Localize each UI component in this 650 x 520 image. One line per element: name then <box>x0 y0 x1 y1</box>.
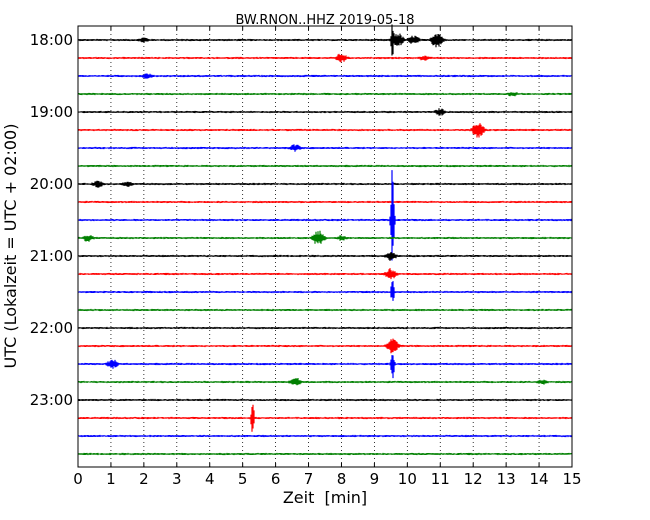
x-tick-label: 0 <box>73 470 83 488</box>
x-tick-label: 4 <box>205 470 215 488</box>
y-tick-label: 21:00 <box>30 247 73 265</box>
trace-line <box>78 452 572 456</box>
trace-line <box>78 378 572 386</box>
y-tick-label: 18:00 <box>30 31 73 49</box>
y-tick-label: 23:00 <box>30 391 73 409</box>
trace-line <box>78 73 572 79</box>
x-axis-label: Zeit [min] <box>283 488 367 507</box>
y-axis: 18:00 19:00 20:00 21:00 22:00 23:00 <box>30 31 572 409</box>
x-tick-label: 1 <box>106 470 116 488</box>
x-tick-label: 6 <box>271 470 281 488</box>
trace-line <box>78 434 572 438</box>
y-tick-label: 19:00 <box>30 103 73 121</box>
trace-line <box>78 180 572 188</box>
trace-line <box>78 338 572 354</box>
x-tick-label: 2 <box>139 470 149 488</box>
trace-line <box>78 123 572 138</box>
x-tick-label: 5 <box>238 470 248 488</box>
plot-frame <box>77 25 573 468</box>
x-tick-label: 3 <box>172 470 182 488</box>
grid <box>110 26 540 467</box>
x-tick-label: 14 <box>530 470 549 488</box>
y-tick-label: 20:00 <box>30 175 73 193</box>
traces <box>78 24 572 456</box>
trace-line <box>78 230 572 244</box>
x-tick-label: 15 <box>562 470 581 488</box>
x-tick-label: 12 <box>464 470 483 488</box>
trace-line <box>78 144 572 152</box>
x-tick-label: 10 <box>398 470 417 488</box>
trace-line <box>78 24 572 56</box>
trace-line <box>78 53 572 63</box>
x-tick-label: 11 <box>431 470 450 488</box>
trace-line <box>78 268 572 280</box>
x-tick-label: 8 <box>337 470 347 488</box>
trace-line <box>78 355 572 379</box>
trace-line <box>78 92 572 97</box>
trace-line <box>78 108 572 116</box>
x-tick-label: 7 <box>304 470 314 488</box>
trace-line <box>78 200 572 204</box>
trace-line <box>78 164 572 168</box>
trace-line <box>78 398 572 402</box>
x-axis: 0 1 2 3 4 5 6 7 8 9 10 11 12 13 14 15 <box>73 26 582 488</box>
x-tick-label: 13 <box>497 470 516 488</box>
trace-line <box>78 404 572 432</box>
x-tick-label: 9 <box>370 470 380 488</box>
y-axis-label: UTC (Lokalzeit = UTC + 02:00) <box>1 124 20 369</box>
trace-line <box>78 281 572 301</box>
trace-line <box>78 308 572 312</box>
trace-line <box>78 326 572 330</box>
trace-line <box>78 252 572 261</box>
y-tick-label: 22:00 <box>30 319 73 337</box>
trace-line <box>78 170 572 261</box>
chart-title: BW.RNON..HHZ 2019-05-18 <box>235 13 414 28</box>
